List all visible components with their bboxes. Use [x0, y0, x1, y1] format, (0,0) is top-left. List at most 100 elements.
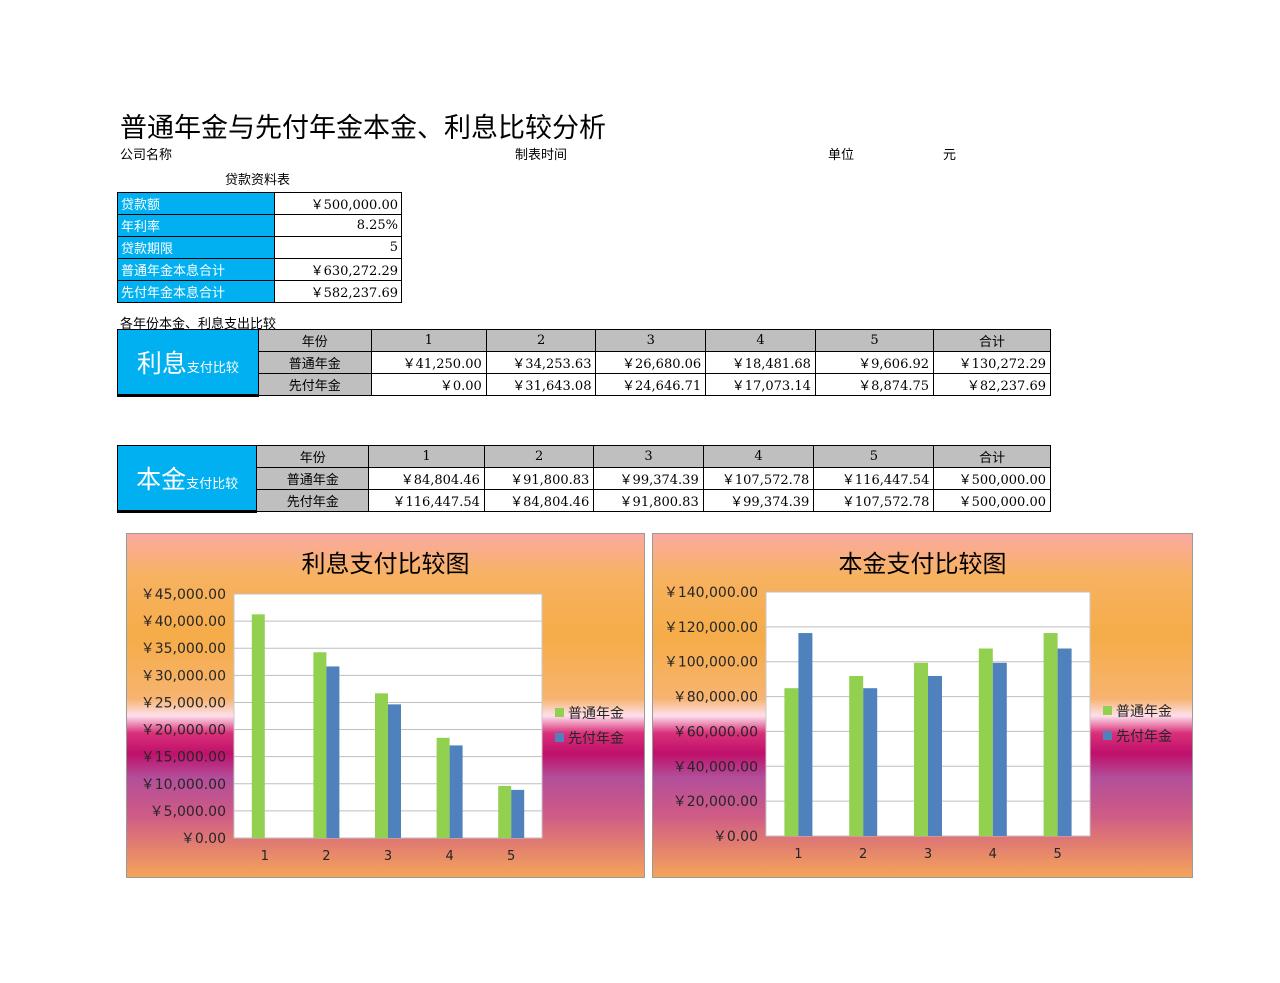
- bar: [326, 666, 340, 838]
- value-cell: ￥500,000.00: [933, 467, 1051, 490]
- loan-row-label: 年利率: [117, 214, 275, 237]
- header-cell: 4: [702, 445, 815, 468]
- y-tick-label: ￥80,000.00: [673, 690, 758, 706]
- value-cell: ￥91,800.83: [593, 489, 704, 512]
- legend-label: 普通年金: [1116, 704, 1172, 720]
- interest-chart-svg: ￥0.00 ￥5,000.00 ￥10,000.00 ￥15,000.00 ￥20,00…: [141, 587, 624, 864]
- bar: [992, 662, 1007, 836]
- value-cell: ￥17,073.14: [705, 373, 816, 396]
- value-cell: ￥84,804.46: [368, 467, 485, 490]
- x-tick-label: 4: [445, 849, 453, 864]
- table-label-cell: 本金支付比较: [116, 445, 258, 513]
- principal-table: 本金支付比较 年份 1 2 3 4 5 合计 普通年金 ￥84,804.46 ￥91,800.83 ￥…: [116, 445, 1051, 513]
- value-cell: ￥107,572.78: [702, 467, 815, 490]
- bar: [798, 633, 813, 836]
- y-tick-label: ￥20,000.00: [141, 723, 226, 739]
- bar: [1057, 648, 1072, 836]
- principal-chart-svg: ￥0.00 ￥20,000.00 ￥40,000.00 ￥60,000.00 ￥80,0…: [664, 585, 1172, 862]
- y-tick-label: ￥30,000.00: [141, 668, 226, 684]
- loan-row-value: 8.25%: [274, 214, 402, 237]
- loan-row-label: 先付年金本息合计: [117, 280, 275, 303]
- interest-table: 利息支付比较 年份 1 2 3 4 5 合计 普通年金 ￥41,250.00 ￥34,253.63 ￥…: [117, 329, 1051, 397]
- x-tick-label: 1: [261, 849, 269, 864]
- y-tick-label: ￥0.00: [181, 831, 226, 847]
- x-tick-label: 2: [322, 849, 330, 864]
- header-cell: 1: [370, 329, 487, 352]
- bar: [498, 785, 512, 838]
- bar: [449, 745, 463, 838]
- header-cell: 1: [368, 445, 485, 468]
- unit-label: 单位: [828, 148, 855, 163]
- legend-label: 先付年金: [568, 731, 624, 747]
- loan-row: 年利率 8.25%: [117, 214, 402, 237]
- header-cell: 3: [595, 329, 707, 352]
- table-label-small: 支付比较: [186, 361, 239, 376]
- row-name: 普通年金: [256, 467, 370, 490]
- x-tick-label: 3: [924, 847, 932, 862]
- bar: [511, 789, 525, 838]
- loan-row: 普通年金本息合计 ￥630,272.29: [117, 258, 402, 281]
- value-cell: ￥8,874.75: [814, 373, 935, 396]
- value-cell: ￥130,272.29: [933, 351, 1051, 374]
- y-tick-label: ￥15,000.00: [141, 750, 226, 766]
- loan-row: 贷款期限 5: [117, 236, 402, 259]
- value-cell: ￥500,000.00: [933, 489, 1051, 512]
- value-cell: ￥9,606.92: [814, 351, 935, 374]
- header-cell: 3: [593, 445, 704, 468]
- y-tick-label: ￥45,000.00: [141, 587, 226, 603]
- value-cell: ￥41,250.00: [370, 351, 487, 374]
- loan-row-label: 普通年金本息合计: [117, 258, 275, 281]
- bar: [388, 704, 401, 838]
- y-tick-label: ￥120,000.00: [664, 620, 758, 636]
- loan-row-value: ￥582,237.69: [274, 280, 402, 303]
- x-tick-label: 5: [507, 849, 515, 864]
- legend-label: 普通年金: [568, 706, 624, 722]
- table-row: 普通年金 ￥41,250.00 ￥34,253.63 ￥26,680.06 ￥18,48…: [118, 351, 1051, 374]
- value-cell: ￥31,643.08: [485, 373, 597, 396]
- y-tick-label: ￥20,000.00: [673, 794, 758, 810]
- row-name: 先付年金: [257, 373, 372, 396]
- legend-label: 先付年金: [1116, 729, 1172, 745]
- table-row: 普通年金 ￥84,804.46 ￥91,800.83 ￥99,374.39 ￥107,5…: [118, 467, 1051, 490]
- legend-swatch: [1103, 731, 1112, 740]
- bar: [375, 693, 388, 838]
- table-label-cell: 利息支付比较: [117, 329, 259, 397]
- compare-section-title: 各年份本金、利息支出比较: [120, 317, 277, 332]
- y-tick-label: ￥40,000.00: [673, 759, 758, 775]
- value-cell: ￥84,804.46: [483, 489, 595, 512]
- y-tick-label: ￥140,000.00: [664, 585, 758, 601]
- loan-table: 贷款额 ￥500,000.00 年利率 8.25% 贷款期限 5 普通年金本息合计 ￥630,…: [117, 192, 402, 303]
- x-tick-label: 1: [794, 847, 802, 862]
- header-cell: 5: [813, 445, 935, 468]
- header-cell: 合计: [933, 329, 1051, 352]
- y-tick-label: ￥35,000.00: [141, 641, 226, 657]
- bar: [978, 648, 993, 836]
- value-cell: ￥0.00: [370, 373, 487, 396]
- bar: [784, 688, 799, 836]
- table-label-big: 利息: [136, 349, 187, 378]
- table-label-big: 本金: [136, 465, 187, 494]
- table-header-row: 本金支付比较 年份 1 2 3 4 5 合计: [116, 445, 1051, 513]
- y-tick-label: ￥40,000.00: [141, 614, 226, 630]
- value-cell: ￥116,447.54: [813, 467, 935, 490]
- bar: [313, 652, 327, 838]
- value-cell: ￥34,253.63: [485, 351, 597, 374]
- table-row: 先付年金 ￥116,447.54 ￥84,804.46 ￥91,800.83 ￥99,3…: [118, 489, 1051, 512]
- y-tick-label: ￥25,000.00: [141, 695, 226, 711]
- header-cell: 4: [705, 329, 816, 352]
- value-cell: ￥24,646.71: [595, 373, 707, 396]
- loan-section-title: 贷款资料表: [225, 173, 291, 188]
- unit-value: 元: [943, 148, 957, 163]
- y-tick-label: ￥0.00: [713, 829, 758, 845]
- bar: [928, 676, 942, 836]
- y-tick-label: ￥100,000.00: [664, 655, 758, 671]
- row-name: 普通年金: [257, 351, 372, 374]
- principal-chart: 本金支付比较图 ￥0.00 ￥20,000.00 ￥40,000.00 ￥60,000…: [652, 533, 1193, 878]
- legend-swatch: [1103, 706, 1112, 715]
- principal-chart-title: 本金支付比较图: [838, 550, 1007, 578]
- date-label: 制表时间: [515, 148, 568, 163]
- header-year-label: 年份: [257, 329, 372, 352]
- value-cell: ￥26,680.06: [595, 351, 707, 374]
- value-cell: ￥99,374.39: [702, 489, 815, 512]
- header-cell: 2: [485, 329, 597, 352]
